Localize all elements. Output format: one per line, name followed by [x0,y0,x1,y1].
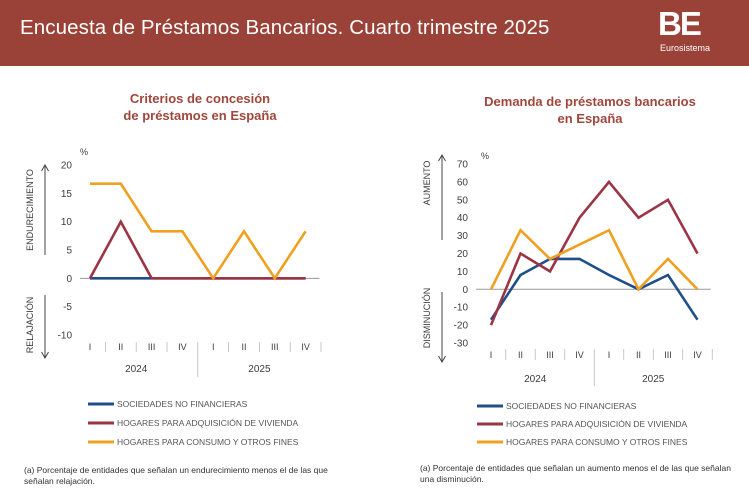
left-legend-label-snf: SOCIEDADES NO FINANCIERAS [117,399,248,409]
right-upper-side-label: AUMENTO [422,161,432,206]
right-chart-title-line-2: en España [557,111,623,126]
left-y-tick-label: 20 [61,161,73,172]
left-y-tick-label: 5 [66,246,72,257]
left-chart-title: Criterios de concesión de préstamos en E… [60,90,340,124]
right-series-line-consumo [489,228,699,292]
right-category-label: IV [575,350,584,360]
right-y-tick-label: 70 [457,160,469,171]
right-year-label: 2025 [642,374,665,385]
left-category-label: II [118,342,123,352]
right-y-tick-label: 20 [457,249,469,260]
page-title: Encuesta de Préstamos Bancarios. Cuarto … [20,16,550,39]
right-chart-note: (a) Porcentaje de entidades que señalan … [420,463,731,484]
right-legend-label-consumo: HOGARES PARA CONSUMO Y OTROS FINES [506,437,688,447]
left-category-label: I [212,342,215,352]
left-year-label: 2025 [248,364,271,375]
right-chart-title: Demanda de préstamos bancarios en España [440,93,740,127]
right-lower-side-label: DISMINUCIÓN [422,288,432,349]
right-y-tick-label: 0 [462,285,468,296]
right-upper-arrow-head [438,154,446,162]
right-legend-label-snf: SOCIEDADES NO FINANCIERAS [506,401,637,411]
right-unit-label: % [481,151,489,161]
right-series-line-snf [489,257,699,321]
right-y-tick-label: 40 [457,213,469,224]
left-category-label: I [89,342,92,352]
left-lower-arrow-head [41,351,49,359]
left-year-label: 2024 [125,364,148,375]
left-series-line-consumo [90,182,307,281]
left-y-tick-label: 15 [61,189,73,200]
left-category-label: III [271,342,279,352]
right-year-label: 2024 [524,374,547,385]
header-banner: Encuesta de Préstamos Bancarios. Cuarto … [0,0,749,66]
right-chart-title-line-1: Demanda de préstamos bancarios [484,94,696,109]
eurosistema-label: Eurosistema [660,43,711,53]
right-category-label: I [608,350,611,360]
right-y-tick-label: -20 [454,321,469,332]
left-chart-note: (a) Porcentaje de entidades que señalan … [24,465,328,486]
right-category-label: IV [693,350,702,360]
right-category-label: I [490,350,493,360]
left-chart-title-line-2: de préstamos en España [123,108,277,123]
left-y-tick-label: -10 [58,331,73,342]
right-y-tick-label: 10 [457,267,469,278]
left-y-tick-label: -5 [63,302,72,313]
right-lower-arrow-head [438,355,446,363]
left-unit-label: % [80,147,88,157]
left-legend-label-vivienda: HOGARES PARA ADQUISICIÓN DE VIVIENDA [117,418,299,428]
left-chart-title-line-1: Criterios de concesión [129,91,271,106]
right-y-tick-label: -30 [454,339,469,350]
left-lower-side-label: RELAJACIÓN [25,297,35,354]
right-category-label: II [636,350,641,360]
left-category-label: II [241,342,246,352]
right-category-label: II [518,350,523,360]
left-legend-label-consumo: HOGARES PARA CONSUMO Y OTROS FINES [117,437,299,447]
left-series-line-vivienda [88,218,306,280]
right-category-label: III [546,350,554,360]
right-legend-label-vivienda: HOGARES PARA ADQUISICIÓN DE VIVIENDA [506,419,688,429]
right-y-tick-label: 60 [457,177,469,188]
left-category-label: III [148,342,156,352]
be-logo: BE [658,5,702,42]
left-category-label: IV [178,342,187,352]
right-category-label: III [664,350,672,360]
left-y-tick-label: 0 [66,274,72,285]
right-y-tick-label: 30 [457,231,469,242]
left-upper-side-label: ENDURECIMIENTO [25,169,35,251]
right-y-tick-label: -10 [454,303,469,314]
right-y-tick-label: 50 [457,195,469,206]
left-upper-arrow-head [41,164,49,172]
right-series-line-vivienda [489,179,699,326]
left-y-tick-label: 10 [61,217,73,228]
left-category-label: IV [301,342,310,352]
